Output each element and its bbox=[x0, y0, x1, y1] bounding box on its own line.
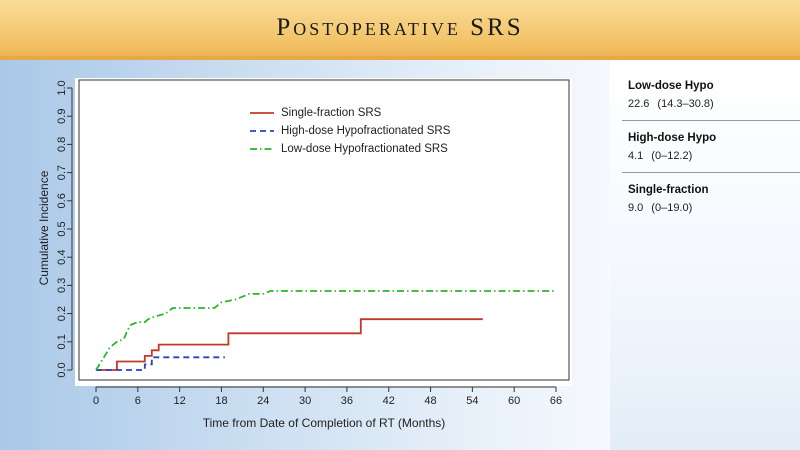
stat-label: High-dose Hypo bbox=[628, 132, 717, 144]
stats-sidebar bbox=[610, 60, 800, 450]
plot-frame bbox=[78, 79, 570, 381]
x-tick-label: 60 bbox=[508, 395, 520, 407]
stat-label: Single-fraction bbox=[628, 184, 709, 196]
x-tick-label: 0 bbox=[93, 395, 99, 407]
x-tick-label: 66 bbox=[550, 395, 562, 407]
y-tick-label: 0.0 bbox=[56, 362, 68, 377]
x-axis-title: Time from Date of Completion of RT (Mont… bbox=[203, 416, 446, 430]
stat-single-fraction: Single-fraction 9.0 (0–19.0) bbox=[628, 184, 709, 214]
header-bar: Postoperative SRS bbox=[0, 0, 800, 56]
legend-label-3: Low-dose Hypofractionated SRS bbox=[281, 143, 448, 155]
y-tick-label: 0.1 bbox=[56, 334, 68, 349]
stat-low-dose: Low-dose Hypo 22.6 (14.3–30.8) bbox=[628, 80, 714, 110]
legend-label-1: Single-fraction SRS bbox=[281, 107, 382, 119]
stat-value-row: 22.6 (14.3–30.8) bbox=[628, 98, 714, 110]
series-line-1 bbox=[96, 318, 483, 371]
y-tick-label: 1.0 bbox=[56, 80, 68, 95]
x-tick-label: 6 bbox=[135, 395, 141, 407]
y-tick-label: 0.3 bbox=[56, 278, 68, 293]
header-divider bbox=[0, 56, 800, 60]
chart-panel bbox=[75, 78, 572, 386]
y-tick-label: 0.5 bbox=[56, 221, 68, 236]
x-tick-label: 36 bbox=[341, 395, 353, 407]
stat-ci: (0–19.0) bbox=[651, 202, 693, 214]
x-tick-label: 18 bbox=[215, 395, 227, 407]
stat-label: Low-dose Hypo bbox=[628, 80, 714, 92]
y-tick-label: 0.7 bbox=[56, 165, 68, 180]
y-tick-label: 0.2 bbox=[56, 306, 68, 321]
stat-ci: (0–12.2) bbox=[651, 150, 693, 162]
slide-title: Postoperative SRS bbox=[276, 14, 524, 41]
x-tick-label: 12 bbox=[174, 395, 186, 407]
stat-value: 4.1 bbox=[628, 150, 644, 162]
x-tick-label: 24 bbox=[257, 395, 269, 407]
x-tick-label: 42 bbox=[383, 395, 395, 407]
stat-value: 22.6 bbox=[628, 98, 650, 110]
legend-label-2: High-dose Hypofractionated SRS bbox=[281, 125, 451, 137]
stat-ci: (14.3–30.8) bbox=[657, 98, 714, 110]
y-tick-label: 0.4 bbox=[56, 250, 68, 265]
stat-divider bbox=[622, 120, 800, 121]
stat-value-row: 9.0 (0–19.0) bbox=[628, 202, 709, 214]
stat-value: 9.0 bbox=[628, 202, 644, 214]
stat-divider bbox=[622, 172, 800, 173]
y-tick-label: 0.8 bbox=[56, 137, 68, 152]
x-tick-label: 54 bbox=[466, 395, 478, 407]
x-tick-label: 48 bbox=[424, 395, 436, 407]
series-line-3 bbox=[95, 290, 556, 371]
y-axis-title: Cumulative Incidence bbox=[37, 170, 51, 285]
y-tick-label: 0.9 bbox=[56, 109, 68, 124]
x-tick-label: 30 bbox=[299, 395, 311, 407]
stat-high-dose: High-dose Hypo 4.1 (0–12.2) bbox=[628, 132, 716, 162]
series-line-2 bbox=[96, 356, 225, 371]
y-tick-label: 0.6 bbox=[56, 193, 68, 208]
stat-value-row: 4.1 (0–12.2) bbox=[628, 150, 716, 162]
